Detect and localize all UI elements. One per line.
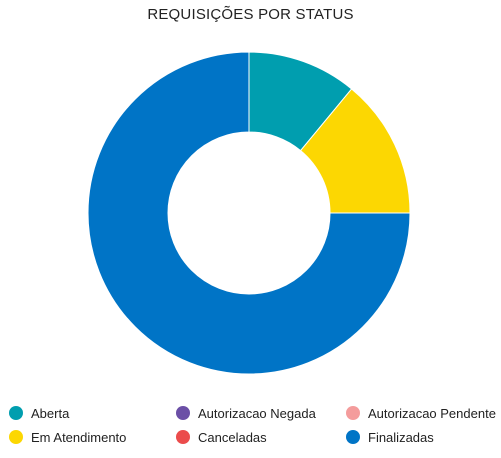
legend-dot-autorizacao-negada xyxy=(176,406,190,420)
legend-label-autorizacao-negada: Autorizacao Negada xyxy=(198,405,316,421)
chart-title: REQUISIÇÕES POR STATUS xyxy=(147,6,354,23)
legend-item-finalizadas[interactable]: Finalizadas xyxy=(346,428,434,446)
legend-label-canceladas: Canceladas xyxy=(198,429,267,445)
legend-item-aberta[interactable]: Aberta xyxy=(9,404,69,422)
legend-dot-autorizacao-pendente xyxy=(346,406,360,420)
legend-label-autorizacao-pendente: Autorizacao Pendente xyxy=(368,405,496,421)
legend-label-em-atendimento: Em Atendimento xyxy=(31,429,127,445)
legend-item-autorizacao-negada[interactable]: Autorizacao Negada xyxy=(176,404,316,422)
legend-label-aberta: Aberta xyxy=(31,405,70,421)
chart-legend: Aberta Autorizacao Negada Autorizacao Pe… xyxy=(0,402,501,452)
legend-dot-finalizadas xyxy=(346,430,360,444)
legend-dot-canceladas xyxy=(176,430,190,444)
legend-dot-em-atendimento xyxy=(9,430,23,444)
legend-item-canceladas[interactable]: Canceladas xyxy=(176,428,267,446)
donut-chart xyxy=(87,51,411,375)
legend-item-em-atendimento[interactable]: Em Atendimento xyxy=(9,428,126,446)
legend-item-autorizacao-pendente[interactable]: Autorizacao Pendente xyxy=(346,404,496,422)
legend-label-finalizadas: Finalizadas xyxy=(368,429,434,445)
donut-slice-finalizadas[interactable] xyxy=(87,51,411,375)
legend-dot-aberta xyxy=(9,406,23,420)
